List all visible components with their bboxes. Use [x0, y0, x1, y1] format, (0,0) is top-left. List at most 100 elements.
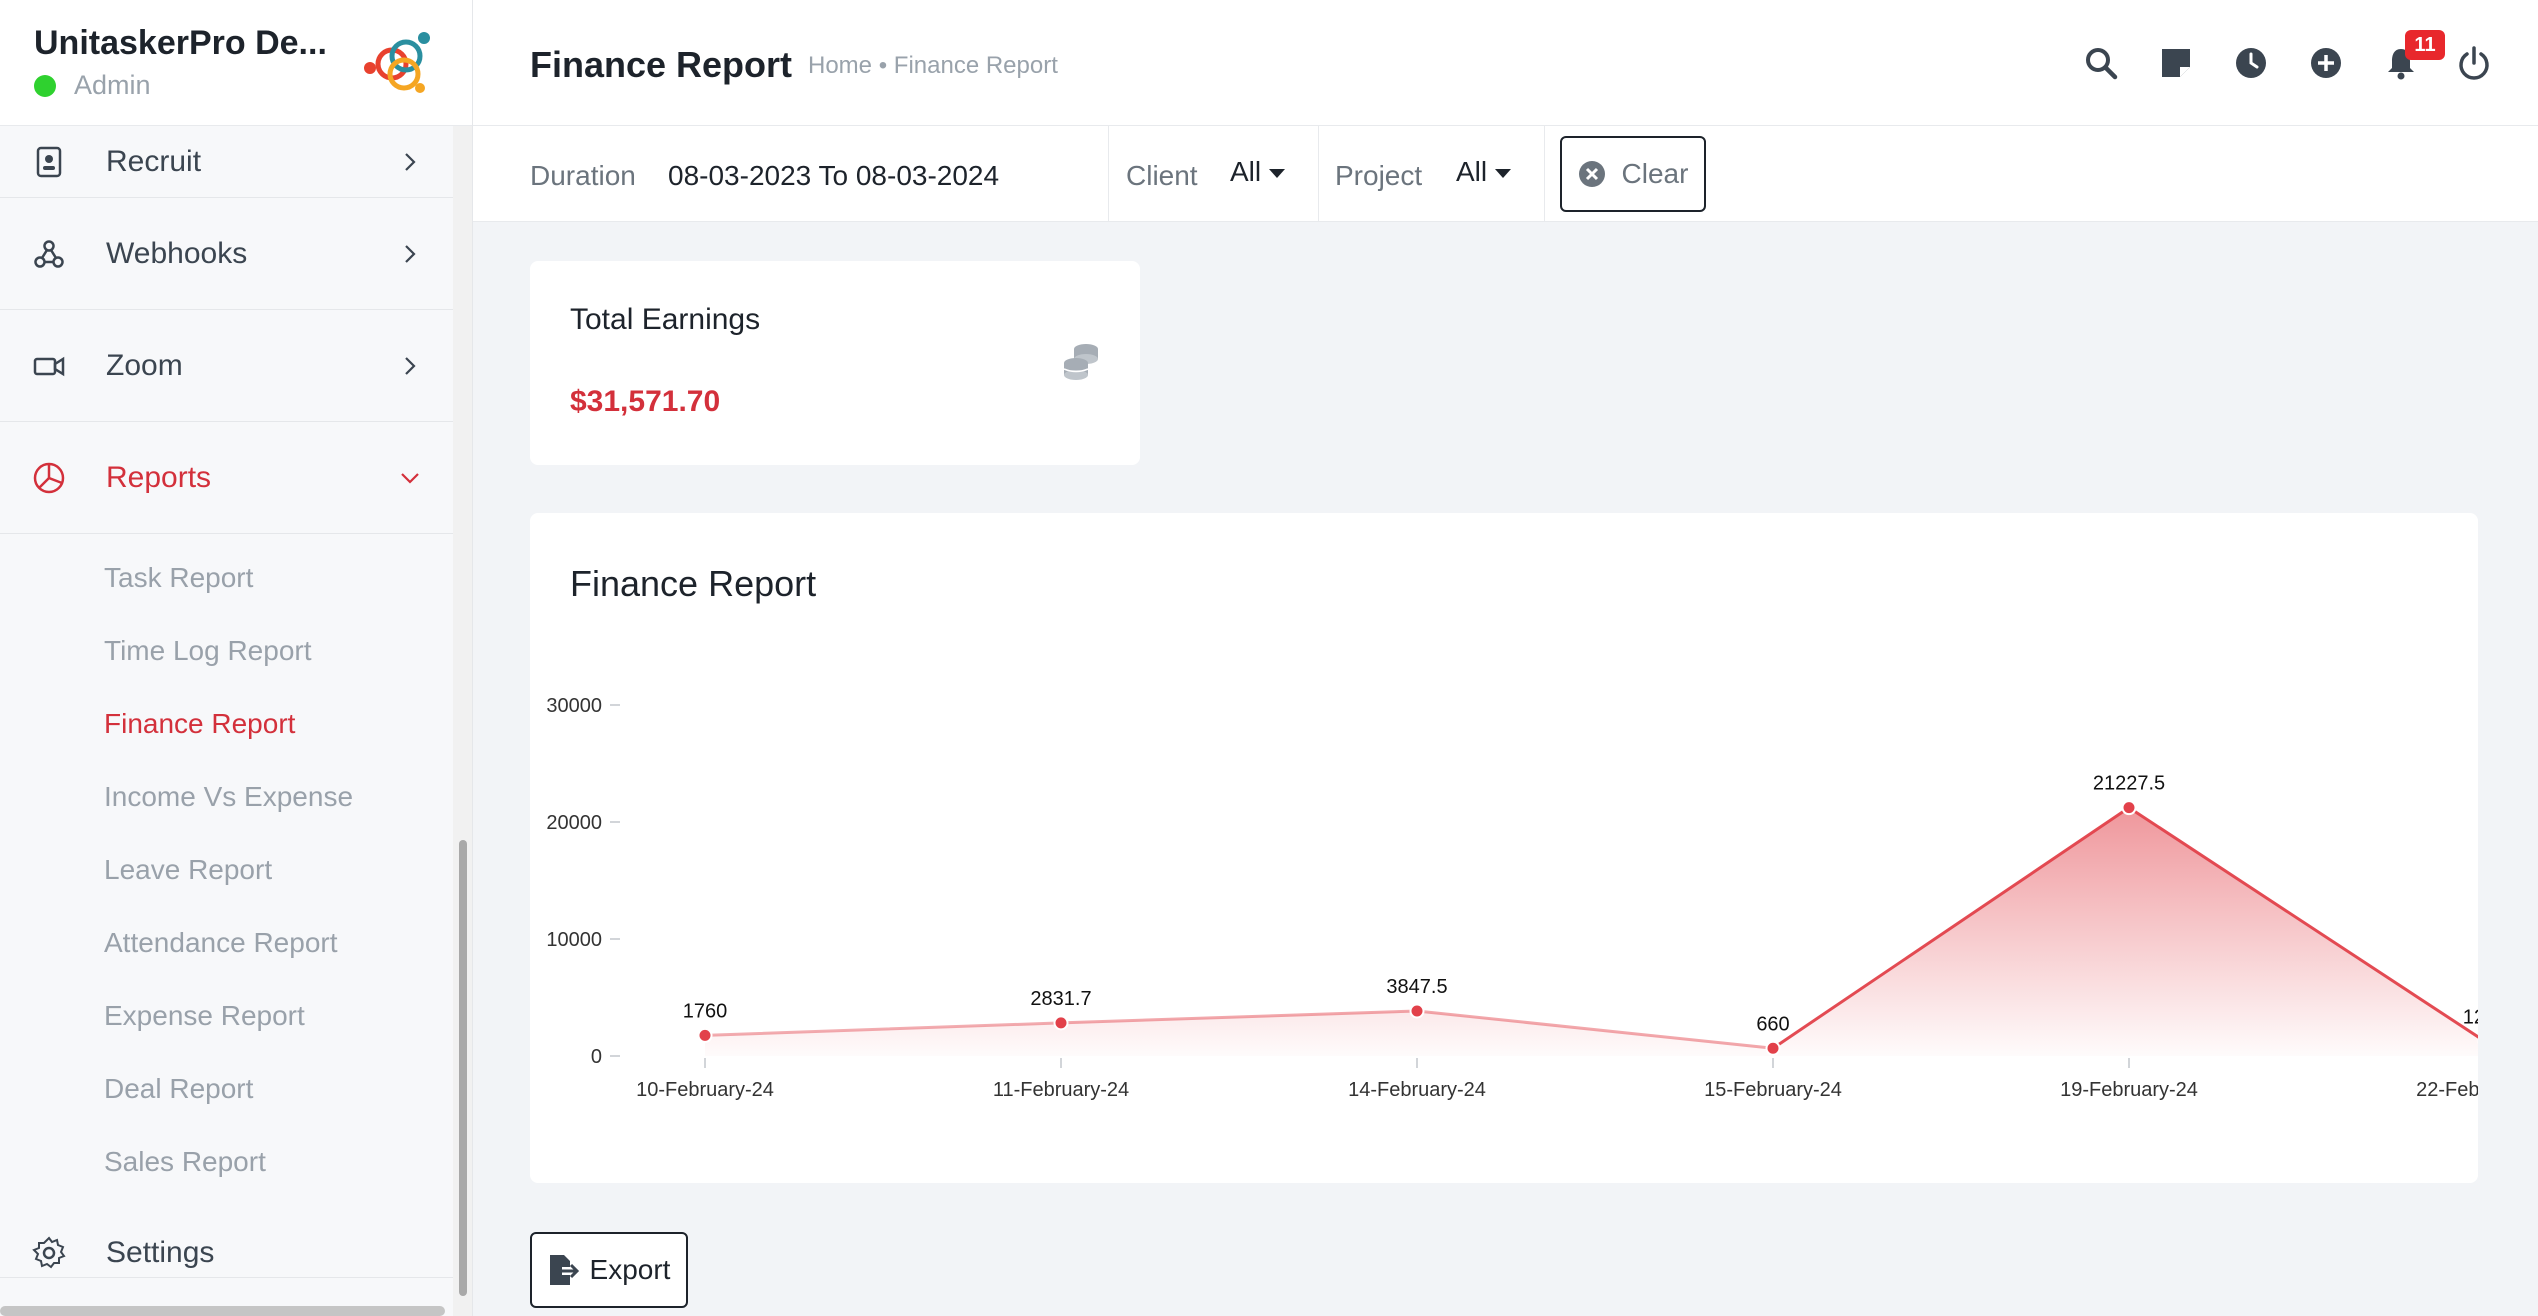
submenu-attendance-report[interactable]: Attendance Report: [104, 927, 338, 958]
sticky-note-icon[interactable]: [2158, 45, 2194, 81]
x-tick-label: 10-February-24: [636, 1079, 774, 1101]
add-circle-icon[interactable]: [2308, 45, 2344, 81]
total-earnings-title: Total Earnings: [570, 303, 761, 336]
x-tick-label: 19-February-24: [2060, 1079, 2198, 1101]
id-badge-icon: [36, 146, 62, 177]
search-icon[interactable]: [2083, 45, 2119, 81]
series-line-segment: [1059, 1009, 1419, 1025]
close-circle-icon: [1578, 161, 1605, 187]
total-earnings-card: Total Earnings $31,571.70: [530, 261, 1140, 465]
chevron-right-icon: [405, 152, 416, 171]
duration-range-input[interactable]: 08-03-2023 To 08-03-2024: [668, 160, 1000, 191]
caret-down-icon: [1495, 169, 1512, 179]
submenu-finance-report[interactable]: Finance Report: [104, 708, 296, 739]
data-value-label: 21227.5: [2093, 773, 2165, 795]
total-earnings-value: $31,571.70: [570, 385, 721, 418]
chevron-down-icon: [401, 472, 419, 484]
sidebar-item-webhooks[interactable]: Webhooks: [0, 198, 453, 310]
data-point: [2121, 800, 2137, 816]
data-value-label: 660: [1756, 1013, 1789, 1035]
sidebar-item-reports[interactable]: Reports: [0, 422, 453, 534]
sidebar-item-label: Reports: [106, 460, 212, 494]
file-export-icon: [549, 1255, 579, 1285]
settings-label: Settings: [106, 1236, 215, 1269]
series-line-segment: [1771, 806, 2131, 1050]
company-logo-icon[interactable]: [362, 28, 436, 100]
power-logout-icon[interactable]: [2456, 45, 2492, 81]
y-tick-label: 30000: [546, 695, 602, 717]
chart-title: Finance Report: [570, 563, 817, 604]
client-selected-value: All: [1230, 156, 1262, 187]
submenu-income-vs-expense[interactable]: Income Vs Expense: [104, 781, 354, 812]
x-tick-label: 11-February-24: [993, 1079, 1129, 1101]
series-line-segment: [703, 1021, 1063, 1037]
client-label: Client: [1126, 160, 1198, 191]
submenu-time-log-report[interactable]: Time Log Report: [104, 635, 312, 666]
export-button[interactable]: Export: [530, 1232, 688, 1308]
y-tick-label: 20000: [546, 812, 602, 834]
sidebar-item-label: Webhooks: [106, 236, 248, 270]
sidebar-item-recruit[interactable]: Recruit: [0, 126, 453, 198]
clear-filters-button[interactable]: Clear: [1560, 136, 1706, 212]
pie-chart-icon: [33, 462, 65, 493]
duration-label: Duration: [530, 160, 636, 191]
caret-down-icon: [1269, 169, 1286, 179]
y-tick-label: 10000: [546, 929, 602, 951]
data-value-label: 1245: [2463, 1006, 2478, 1028]
submenu-sales-report[interactable]: Sales Report: [104, 1146, 266, 1177]
sidebar: UnitaskerPro De... Admin Recruit: [0, 0, 473, 1316]
page-title: Finance Report: [530, 44, 793, 85]
breadcrumb: Home • Finance Report: [808, 52, 1058, 80]
export-label: Export: [589, 1254, 671, 1285]
online-status-icon: [34, 74, 56, 97]
sidebar-nav: Recruit Webhooks Zoom: [0, 126, 453, 1278]
sidebar-item-label: Zoom: [106, 348, 183, 382]
chevron-right-icon: [405, 356, 416, 375]
breadcrumb-home[interactable]: Home: [808, 52, 873, 79]
finance-report-chart-card: Finance Report 0 10000 20000 30000 10-Febru…: [530, 513, 2478, 1183]
filter-divider: [1108, 126, 1109, 222]
clock-icon[interactable]: [2233, 45, 2269, 81]
breadcrumb-current: Finance Report: [893, 52, 1058, 79]
series-line-segment: [1415, 1009, 1775, 1050]
data-value-label: 2831.7: [1030, 988, 1091, 1010]
video-camera-icon: [33, 356, 65, 376]
x-tick-label: 22-February-24: [2416, 1079, 2478, 1101]
company-name[interactable]: UnitaskerPro De...: [34, 24, 327, 62]
submenu-expense-report[interactable]: Expense Report: [104, 1000, 305, 1031]
webhook-icon: [34, 239, 64, 268]
sidebar-item-settings[interactable]: Settings: [0, 1210, 453, 1298]
role-label: Admin: [74, 70, 151, 100]
client-select[interactable]: All: [1230, 156, 1286, 188]
project-selected-value: All: [1456, 156, 1488, 187]
sidebar-item-zoom[interactable]: Zoom: [0, 310, 453, 422]
submenu-deal-report[interactable]: Deal Report: [104, 1073, 254, 1104]
sidebar-scrollbar-thumb[interactable]: [459, 840, 467, 1296]
data-value-label: 1760: [683, 1000, 728, 1022]
sidebar-scrollbar-track[interactable]: [453, 126, 472, 1316]
data-point: [1409, 1003, 1425, 1019]
gear-icon: [32, 1236, 66, 1269]
data-value-label: 3847.5: [1386, 976, 1447, 998]
brand-header: UnitaskerPro De... Admin: [0, 0, 472, 126]
finance-line-chart: 0 10000 20000 30000 10-February-24 11-Februa…: [546, 695, 2478, 1101]
sidebar-horizontal-scrollbar[interactable]: [0, 1306, 445, 1316]
project-select[interactable]: All: [1456, 156, 1512, 188]
filter-divider: [1318, 126, 1319, 222]
x-tick-label: 14-February-24: [1348, 1079, 1486, 1101]
filter-bar: Duration 08-03-2023 To 08-03-2024 Client…: [473, 126, 2538, 222]
notification-count-badge: 11: [2405, 30, 2445, 60]
reports-submenu: Task Report Time Log Report Finance Repo…: [0, 534, 453, 1278]
data-point: [1765, 1040, 1781, 1056]
coins-icon: [1063, 344, 1098, 380]
y-tick-label: 0: [591, 1046, 602, 1068]
submenu-leave-report[interactable]: Leave Report: [104, 854, 273, 885]
project-label: Project: [1335, 160, 1423, 191]
sidebar-item-label: Recruit: [106, 144, 202, 178]
chart-area-fill: [705, 807, 2478, 1056]
series-line-segment: [2127, 806, 2478, 1039]
user-role: Admin: [34, 70, 151, 101]
breadcrumb-separator: •: [878, 52, 888, 79]
clear-label: Clear: [1621, 158, 1689, 189]
submenu-task-report[interactable]: Task Report: [104, 562, 254, 593]
